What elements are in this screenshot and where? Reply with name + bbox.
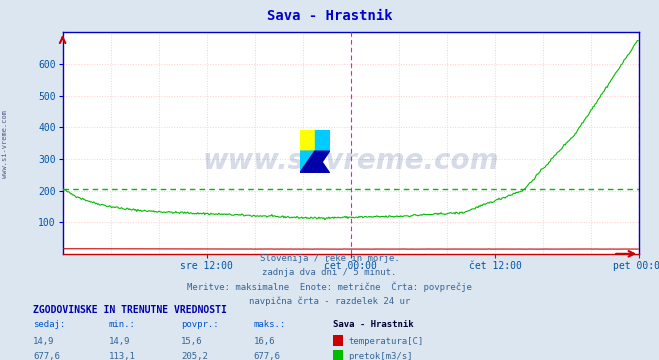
Text: Slovenija / reke in morje.: Slovenija / reke in morje.	[260, 254, 399, 263]
Text: min.:: min.:	[109, 320, 136, 329]
Text: 15,6: 15,6	[181, 337, 203, 346]
Text: Sava - Hrastnik: Sava - Hrastnik	[267, 9, 392, 23]
Polygon shape	[300, 130, 315, 151]
Text: ZGODOVINSKE IN TRENUTNE VREDNOSTI: ZGODOVINSKE IN TRENUTNE VREDNOSTI	[33, 305, 227, 315]
Text: zadnja dva dni / 5 minut.: zadnja dva dni / 5 minut.	[262, 269, 397, 278]
Text: sedaj:: sedaj:	[33, 320, 65, 329]
Text: 205,2: 205,2	[181, 352, 208, 360]
Text: 113,1: 113,1	[109, 352, 136, 360]
Text: 677,6: 677,6	[33, 352, 60, 360]
Text: povpr.:: povpr.:	[181, 320, 219, 329]
Text: 14,9: 14,9	[33, 337, 55, 346]
Polygon shape	[300, 151, 315, 173]
Text: www.si-vreme.com: www.si-vreme.com	[203, 147, 499, 175]
Text: Sava - Hrastnik: Sava - Hrastnik	[333, 320, 413, 329]
Text: 677,6: 677,6	[254, 352, 281, 360]
Text: www.si-vreme.com: www.si-vreme.com	[2, 110, 9, 178]
Text: 16,6: 16,6	[254, 337, 275, 346]
Text: navpična črta - razdelek 24 ur: navpična črta - razdelek 24 ur	[249, 297, 410, 306]
Text: pretok[m3/s]: pretok[m3/s]	[348, 352, 413, 360]
Polygon shape	[315, 130, 330, 151]
Text: temperatura[C]: temperatura[C]	[348, 337, 423, 346]
Polygon shape	[315, 151, 330, 173]
Text: Meritve: maksimalne  Enote: metrične  Črta: povprečje: Meritve: maksimalne Enote: metrične Črta…	[187, 281, 472, 292]
Text: 14,9: 14,9	[109, 337, 130, 346]
Polygon shape	[300, 151, 315, 173]
Polygon shape	[300, 151, 330, 173]
Text: maks.:: maks.:	[254, 320, 286, 329]
